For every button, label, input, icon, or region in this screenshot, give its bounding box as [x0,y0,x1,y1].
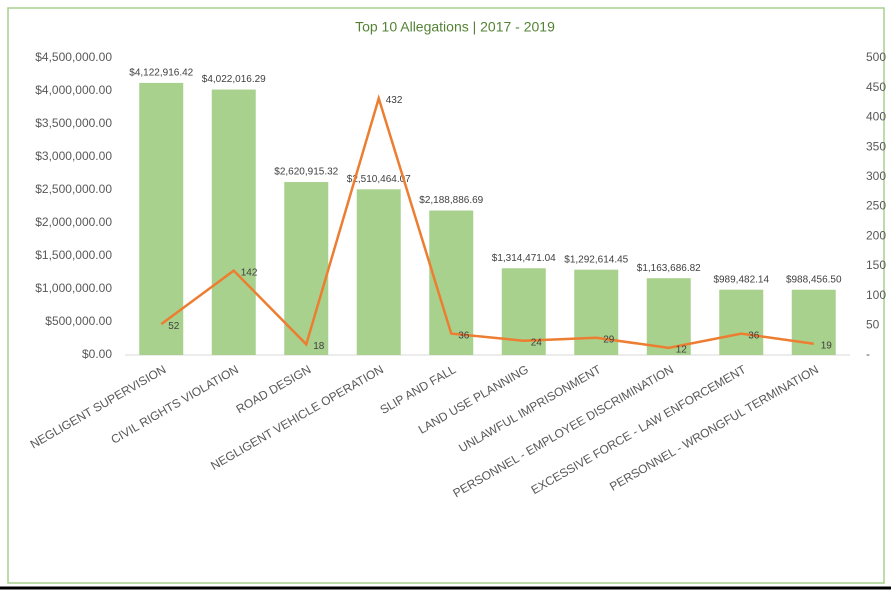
y2-tick-label: 300 [866,169,886,183]
y-tick-label: $2,500,000.00 [35,182,112,196]
bar [356,189,401,355]
bar-value-label: $2,510,464.07 [347,174,411,185]
line-value-label: 29 [603,334,615,345]
bar-value-label: $2,620,915.32 [274,167,338,178]
bar [139,82,184,356]
line-value-label: 52 [168,321,180,332]
bar-value-label: $2,188,886.69 [419,195,483,206]
y2-tick-label: - [866,347,870,361]
line [160,94,814,350]
y2-tick-label: 200 [866,228,886,242]
line-value-label: 36 [748,330,760,341]
y2-tick-label: 350 [866,139,886,153]
y2-tick-label: 100 [866,288,886,302]
y-tick-label: $1,000,000.00 [35,281,112,295]
bar [646,278,691,355]
bar-value-label: $1,314,471.04 [492,253,556,264]
y-tick-label: $3,500,000.00 [35,116,112,130]
y2-tick-label: 150 [866,258,886,272]
bar-value-label: $1,292,614.45 [564,254,628,265]
y2-tick-label: 450 [866,80,886,94]
y-tick-label: $500,000.00 [45,314,112,328]
line-value-label: 24 [531,337,543,348]
line-value-label: 142 [241,267,258,278]
y-tick-label: $1,500,000.00 [35,248,112,262]
line-value-label: 432 [386,95,403,106]
bar [284,182,329,355]
y2-tick-label: 50 [866,317,880,331]
bar-value-label: $4,022,016.29 [202,74,266,85]
y-tick-label: $4,000,000.00 [35,83,112,97]
y-tick-label: $4,500,000.00 [35,50,112,64]
y-tick-label: $0.00 [82,347,112,361]
line-value-label: 18 [313,341,325,352]
chart-title: Top 10 Allegations | 2017 - 2019 [355,19,555,35]
y-tick-label: $2,000,000.00 [35,215,112,229]
bar-value-label: $1,163,686.82 [637,263,701,274]
bar-value-label: $988,456.50 [786,274,842,285]
y2-tick-label: 250 [866,199,886,213]
y2-tick-label: 500 [866,50,886,64]
y-tick-label: $3,000,000.00 [35,149,112,163]
line-value-label: 19 [821,340,833,351]
bar-value-label: $4,122,916.42 [129,68,193,79]
bar-value-label: $989,482.14 [713,274,769,285]
bar [791,289,836,355]
line-value-label: 12 [676,345,688,356]
bar [211,89,256,355]
bar [719,289,764,355]
y2-tick-label: 400 [866,110,886,124]
line-value-label: 36 [458,330,470,341]
